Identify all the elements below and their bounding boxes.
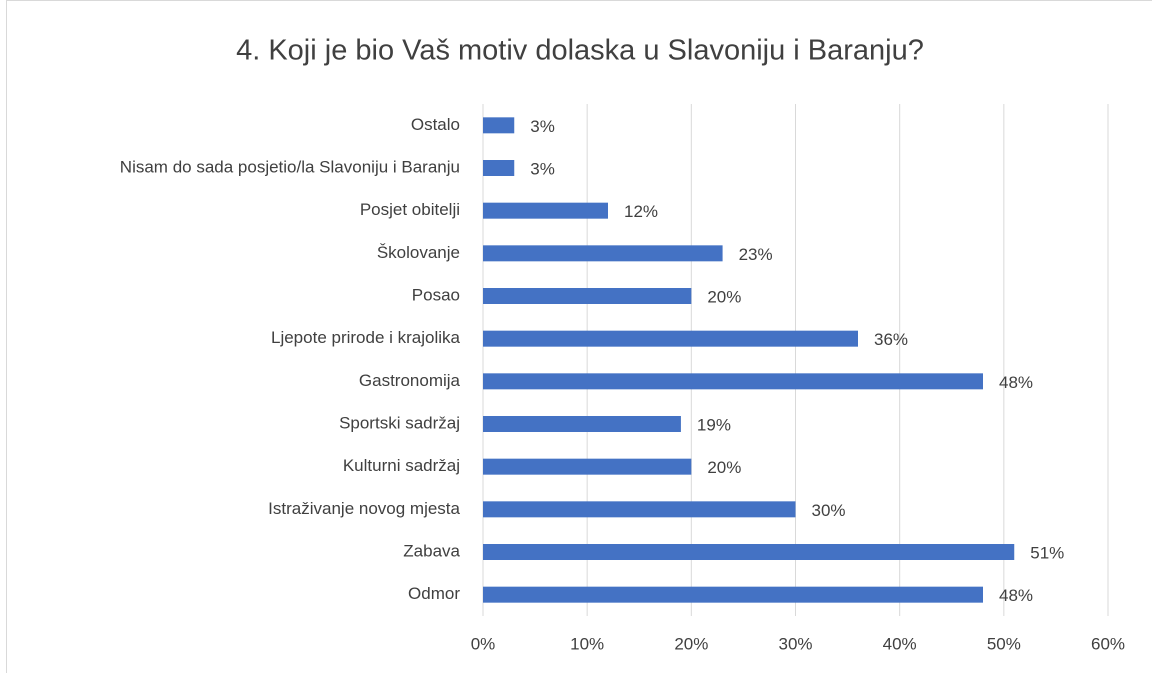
x-tick-label: 10% — [570, 634, 604, 653]
y-tick-label: Odmor — [408, 584, 460, 603]
bar — [483, 458, 692, 475]
bar — [483, 160, 515, 176]
data-label: 20% — [707, 287, 741, 306]
bar — [483, 501, 796, 518]
bar — [483, 586, 983, 603]
x-tick-label: 50% — [987, 634, 1021, 653]
data-label: 23% — [739, 245, 773, 264]
data-label: 12% — [624, 202, 658, 221]
x-tick-label: 20% — [674, 634, 708, 653]
y-tick-label: Posao — [412, 285, 460, 304]
data-label: 48% — [999, 586, 1033, 605]
chart-title: 4. Koji je bio Vaš motiv dolaska u Slavo… — [236, 35, 924, 67]
y-tick-label: Posjet obitelji — [360, 200, 460, 219]
data-label: 20% — [707, 458, 741, 477]
x-tick-label: 40% — [883, 634, 917, 653]
y-tick-label: Školovanje — [377, 243, 460, 262]
bar — [483, 373, 983, 390]
x-tick-label: 0% — [471, 634, 496, 653]
bar — [483, 117, 515, 134]
y-tick-label: Kulturni sadržaj — [343, 456, 460, 475]
bar — [483, 245, 723, 262]
data-label: 48% — [999, 373, 1033, 392]
y-tick-label: Ljepote prirode i krajolika — [271, 328, 461, 347]
data-label: 19% — [697, 415, 731, 434]
data-label: 51% — [1030, 543, 1064, 562]
y-tick-label: Istraživanje novog mjesta — [268, 499, 460, 518]
y-tick-label: Zabava — [403, 541, 460, 560]
y-tick-label: Ostalo — [411, 115, 460, 134]
bar — [483, 330, 858, 347]
data-label: 36% — [874, 330, 908, 349]
y-tick-label: Nisam do sada posjetio/la Slavoniju i Ba… — [120, 157, 460, 176]
bar — [483, 416, 681, 432]
x-tick-label: 30% — [778, 634, 812, 653]
bar — [483, 288, 692, 304]
bar — [483, 544, 1015, 560]
data-label: 3% — [530, 159, 555, 178]
data-label: 3% — [530, 117, 555, 136]
bar — [483, 202, 608, 219]
y-tick-label: Sportski sadržaj — [339, 413, 460, 432]
data-label: 30% — [812, 501, 846, 520]
x-tick-label: 60% — [1091, 634, 1125, 653]
y-tick-label: Gastronomija — [359, 371, 461, 390]
